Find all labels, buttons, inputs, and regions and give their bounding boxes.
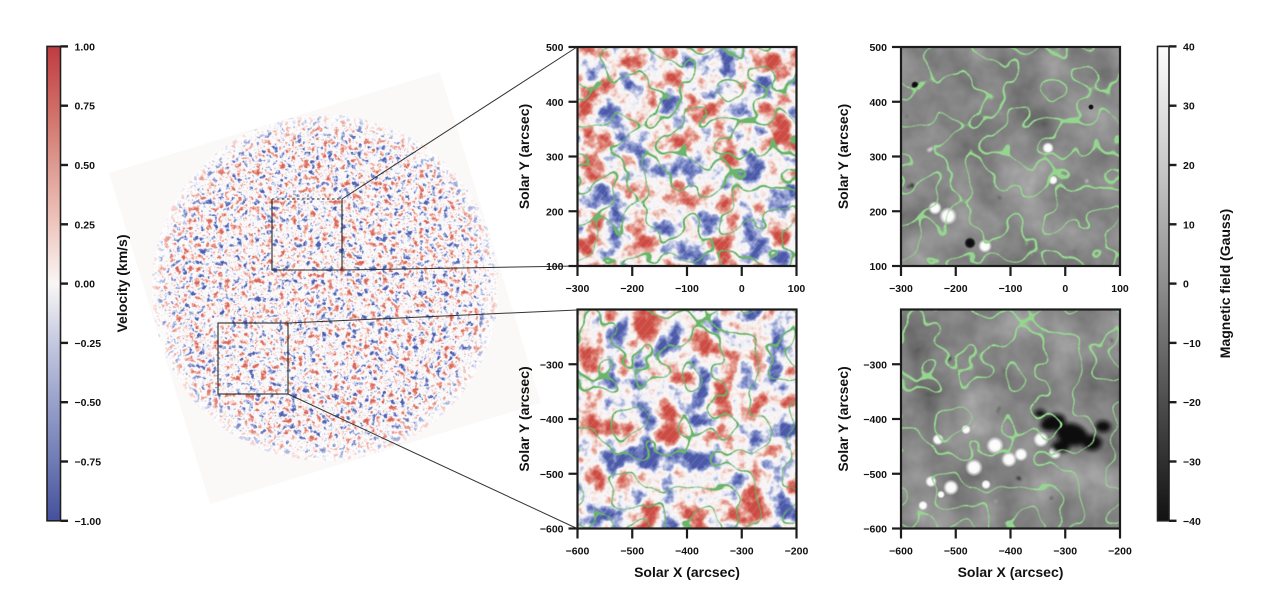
svg-text:500: 500 <box>869 42 887 54</box>
svg-text:1.00: 1.00 <box>75 41 96 53</box>
svg-text:Solar X (arcsec): Solar X (arcsec) <box>958 564 1064 580</box>
svg-text:−300: −300 <box>1053 546 1077 558</box>
svg-text:−10: −10 <box>1183 338 1201 350</box>
svg-text:−30: −30 <box>1183 457 1201 469</box>
svg-text:100: 100 <box>869 261 887 273</box>
svg-text:−1.00: −1.00 <box>75 516 102 528</box>
svg-text:−200: −200 <box>1108 546 1132 558</box>
svg-text:−300: −300 <box>863 359 887 371</box>
svg-text:40: 40 <box>1183 41 1195 53</box>
svg-text:400: 400 <box>869 97 887 109</box>
svg-text:−600: −600 <box>566 546 590 558</box>
svg-text:500: 500 <box>546 42 564 54</box>
svg-text:0.25: 0.25 <box>75 219 96 231</box>
svg-text:Magnetic field (Gauss): Magnetic field (Gauss) <box>1217 209 1233 358</box>
svg-text:300: 300 <box>546 152 564 164</box>
svg-text:0.00: 0.00 <box>75 279 96 291</box>
svg-text:−500: −500 <box>863 469 887 481</box>
svg-text:−400: −400 <box>999 546 1023 558</box>
svg-text:−20: −20 <box>1183 397 1201 409</box>
svg-text:−500: −500 <box>620 546 644 558</box>
svg-text:−300: −300 <box>540 359 564 371</box>
svg-text:−0.25: −0.25 <box>75 338 102 350</box>
svg-text:0.75: 0.75 <box>75 101 96 113</box>
svg-text:300: 300 <box>869 152 887 164</box>
svg-text:−500: −500 <box>944 546 968 558</box>
svg-text:100: 100 <box>788 283 806 295</box>
svg-text:Solar Y (arcsec): Solar Y (arcsec) <box>516 104 532 209</box>
svg-text:−300: −300 <box>889 283 913 295</box>
svg-text:−0.50: −0.50 <box>75 397 102 409</box>
svg-text:200: 200 <box>869 206 887 218</box>
svg-text:100: 100 <box>1111 283 1129 295</box>
svg-text:−300: −300 <box>730 546 754 558</box>
svg-text:0: 0 <box>1062 283 1068 295</box>
svg-text:−500: −500 <box>540 469 564 481</box>
svg-text:0.50: 0.50 <box>75 160 96 172</box>
svg-text:−600: −600 <box>540 524 564 536</box>
svg-text:30: 30 <box>1183 101 1195 113</box>
svg-text:200: 200 <box>546 206 564 218</box>
svg-text:−200: −200 <box>785 546 809 558</box>
svg-text:20: 20 <box>1183 160 1195 172</box>
svg-text:−400: −400 <box>540 414 564 426</box>
svg-text:100: 100 <box>546 261 564 273</box>
svg-text:Solar Y (arcsec): Solar Y (arcsec) <box>516 366 532 471</box>
svg-text:−400: −400 <box>863 414 887 426</box>
svg-text:−200: −200 <box>944 283 968 295</box>
svg-text:−600: −600 <box>889 546 913 558</box>
svg-text:Solar X (arcsec): Solar X (arcsec) <box>634 564 740 580</box>
svg-text:−100: −100 <box>999 283 1023 295</box>
svg-text:Velocity (km/s): Velocity (km/s) <box>114 234 130 332</box>
svg-text:−100: −100 <box>675 283 699 295</box>
svg-text:−40: −40 <box>1183 516 1201 528</box>
svg-text:−0.75: −0.75 <box>75 457 102 469</box>
svg-text:10: 10 <box>1183 219 1195 231</box>
svg-text:−300: −300 <box>566 283 590 295</box>
svg-text:400: 400 <box>546 97 564 109</box>
svg-text:−400: −400 <box>675 546 699 558</box>
svg-text:−600: −600 <box>863 524 887 536</box>
svg-text:Solar Y (arcsec): Solar Y (arcsec) <box>835 366 851 471</box>
svg-text:−200: −200 <box>620 283 644 295</box>
svg-text:0: 0 <box>739 283 745 295</box>
svg-text:0: 0 <box>1183 279 1189 291</box>
svg-text:Solar Y (arcsec): Solar Y (arcsec) <box>835 104 851 209</box>
